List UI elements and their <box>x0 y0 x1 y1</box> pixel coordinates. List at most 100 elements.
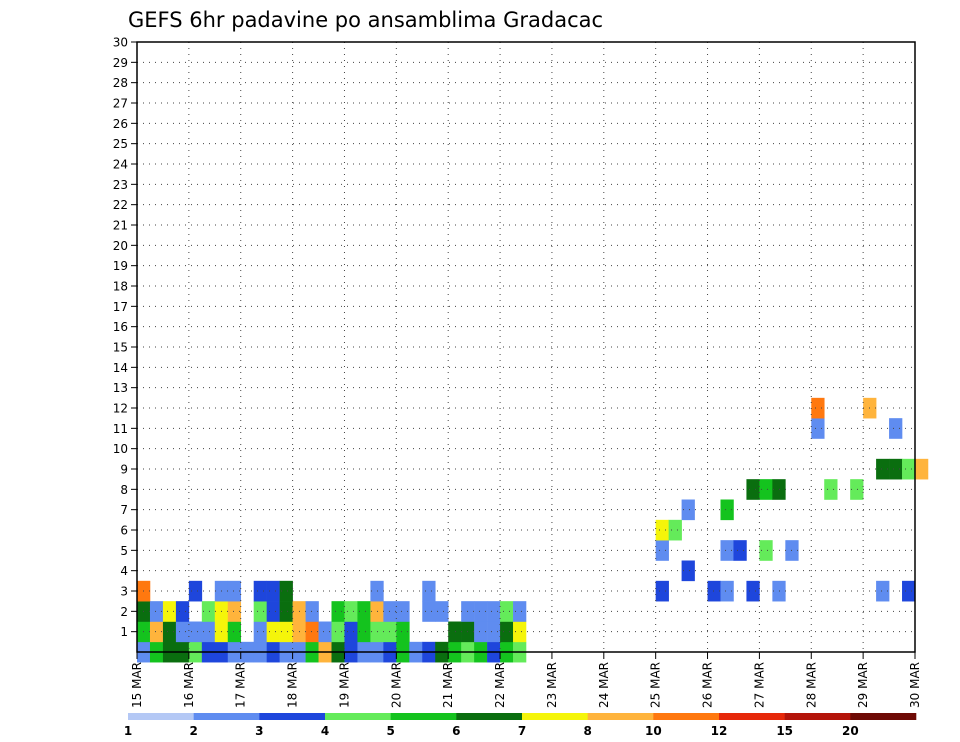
precip-cell <box>253 601 267 622</box>
colorbar-swatch <box>784 713 851 720</box>
x-tick-label: 19 MAR <box>337 662 351 708</box>
y-tick-label: 14 <box>113 361 128 375</box>
precip-cell <box>227 580 242 602</box>
colorbar-swatch <box>390 713 457 720</box>
colorbar-label: 6 <box>452 724 460 738</box>
y-tick-label: 22 <box>113 198 128 212</box>
y-tick-label: 21 <box>113 219 128 233</box>
x-tick-label: 23 MAR <box>545 662 559 708</box>
precip-cell <box>746 479 760 500</box>
precip-cell <box>720 540 734 561</box>
precip-cell <box>175 621 190 643</box>
precip-cell <box>824 479 838 500</box>
precip-cell <box>149 621 164 643</box>
x-tick-label: 24 MAR <box>597 662 611 708</box>
precip-cell <box>811 418 825 439</box>
y-tick-label: 10 <box>113 442 128 456</box>
y-tick-label: 6 <box>120 524 128 538</box>
x-tick-label: 20 MAR <box>389 662 403 708</box>
precip-cell <box>474 601 488 622</box>
dotted-grid <box>137 41 915 652</box>
precip-cell <box>902 580 916 602</box>
x-tick-label: 25 MAR <box>649 662 663 708</box>
x-tick-label: 26 MAR <box>701 662 715 708</box>
precip-cell <box>344 601 358 622</box>
y-tick-label: 1 <box>120 625 128 639</box>
x-axis: 15 MAR 16 MAR 17 MAR 18 MAR 19 MAR 20 MAR 21 M… <box>130 652 922 708</box>
colorbar-label: 5 <box>386 724 394 738</box>
x-tick-label: 22 MAR <box>493 662 507 708</box>
colorbar-swatch <box>850 713 917 720</box>
colorbar-swatch <box>456 713 523 720</box>
precip-cell <box>759 540 773 561</box>
y-tick-label: 7 <box>120 503 128 517</box>
precip-cell <box>357 601 371 622</box>
precip-cell <box>746 580 760 602</box>
colorbar-swatch <box>128 713 194 720</box>
chart-title: GEFS 6hr padavine po ansamblima Gradacac <box>128 8 603 32</box>
precip-cell <box>201 601 216 622</box>
y-tick-label: 24 <box>113 158 128 172</box>
precip-cell <box>668 519 682 541</box>
precip-cell <box>500 621 514 643</box>
precip-cell <box>188 580 203 602</box>
precip-cell <box>655 519 669 541</box>
colorbar-swatch <box>325 713 391 720</box>
x-tick-label: 17 MAR <box>234 662 248 708</box>
y-tick-label: 15 <box>113 341 128 355</box>
precip-cell <box>487 621 501 643</box>
colorbar-swatch <box>719 713 785 720</box>
precip-cell <box>162 601 177 622</box>
colorbar-swatch <box>193 713 260 720</box>
y-tick-label: 13 <box>113 381 128 395</box>
precip-cell <box>279 621 293 643</box>
precip-cell <box>318 621 332 643</box>
precip-cell <box>876 580 890 602</box>
colorbar-label: 3 <box>255 724 263 738</box>
y-tick-label: 29 <box>113 56 128 70</box>
colorbar-label: 8 <box>583 724 591 738</box>
precip-cell <box>707 580 721 602</box>
x-tick-label: 15 MAR <box>130 662 144 708</box>
precip-cell <box>266 601 280 622</box>
precip-cell <box>759 479 773 500</box>
precip-cell <box>396 601 410 622</box>
precip-cell <box>513 621 527 643</box>
y-tick-label: 4 <box>120 564 128 578</box>
precip-cell <box>305 621 319 643</box>
x-tick-label: 29 MAR <box>856 662 870 708</box>
colorbar-label: 12 <box>711 724 728 738</box>
y-tick-label: 27 <box>113 97 128 111</box>
x-tick-label: 28 MAR <box>804 662 818 708</box>
precip-cell <box>655 580 669 602</box>
precip-cell <box>422 580 436 602</box>
precip-cell <box>266 621 280 643</box>
precip-cell <box>733 540 747 561</box>
precip-cell <box>435 601 449 622</box>
colorbar-swatch <box>522 713 588 720</box>
y-tick-label: 3 <box>120 585 128 599</box>
precip-cell <box>396 621 410 643</box>
colorbar-label: 20 <box>842 724 859 738</box>
precip-cell <box>331 601 345 622</box>
y-tick-label: 28 <box>113 76 128 90</box>
precip-cell <box>902 458 916 480</box>
precip-cell <box>655 540 669 561</box>
precip-cell <box>448 621 462 643</box>
colorbar-swatch <box>259 713 326 720</box>
y-tick-label: 17 <box>113 300 128 314</box>
precip-cell <box>279 601 293 622</box>
x-tick-label: 16 MAR <box>182 662 196 708</box>
precip-cell <box>720 499 734 521</box>
precip-cell <box>876 458 890 480</box>
y-tick-label: 19 <box>113 259 128 273</box>
precip-cell <box>227 621 242 643</box>
colorbar-label: 1 <box>124 724 132 738</box>
x-tick-label: 30 MAR <box>908 662 922 708</box>
precip-cell <box>500 601 514 622</box>
precip-cell <box>422 601 436 622</box>
precip-cell <box>681 560 695 582</box>
x-tick-label: 18 MAR <box>286 662 300 708</box>
precip-cell <box>305 601 319 622</box>
